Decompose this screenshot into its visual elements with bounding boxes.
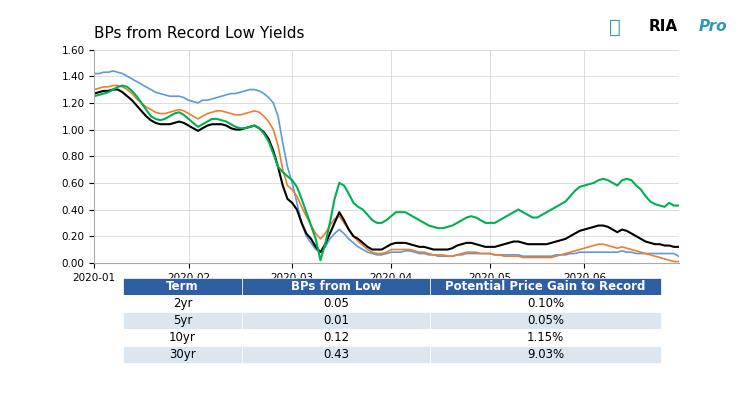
FancyBboxPatch shape — [124, 312, 242, 329]
FancyBboxPatch shape — [430, 278, 661, 295]
Text: ⛨: ⛨ — [608, 18, 621, 37]
Text: 0.05%: 0.05% — [527, 314, 564, 327]
Text: Term: Term — [167, 280, 199, 293]
Text: BPs from Low: BPs from Low — [291, 280, 381, 293]
FancyBboxPatch shape — [242, 346, 430, 363]
FancyBboxPatch shape — [430, 312, 661, 329]
FancyBboxPatch shape — [430, 295, 661, 312]
FancyBboxPatch shape — [124, 346, 242, 363]
Text: 5yr: 5yr — [173, 314, 192, 327]
Text: 0.05: 0.05 — [323, 297, 349, 310]
Text: 30yr: 30yr — [169, 348, 196, 361]
FancyBboxPatch shape — [242, 312, 430, 329]
FancyBboxPatch shape — [124, 329, 242, 346]
Text: RIA: RIA — [649, 19, 678, 33]
Text: 0.12: 0.12 — [323, 331, 349, 344]
Legend: 2yr, 5yr, 10yr, 30yr: 2yr, 5yr, 10yr, 30yr — [266, 294, 507, 313]
Text: Potential Price Gain to Record: Potential Price Gain to Record — [446, 280, 645, 293]
Text: 2yr: 2yr — [173, 297, 192, 310]
Text: 1.15%: 1.15% — [527, 331, 564, 344]
Text: Pro: Pro — [698, 19, 727, 33]
Text: 0.10%: 0.10% — [527, 297, 564, 310]
FancyBboxPatch shape — [124, 278, 242, 295]
FancyBboxPatch shape — [124, 295, 242, 312]
FancyBboxPatch shape — [430, 329, 661, 346]
FancyBboxPatch shape — [242, 329, 430, 346]
Text: 0.43: 0.43 — [323, 348, 349, 361]
FancyBboxPatch shape — [242, 278, 430, 295]
Text: 10yr: 10yr — [169, 331, 196, 344]
Text: 0.01: 0.01 — [323, 314, 349, 327]
Text: BPs from Record Low Yields: BPs from Record Low Yields — [94, 26, 305, 41]
FancyBboxPatch shape — [430, 346, 661, 363]
Text: 9.03%: 9.03% — [527, 348, 564, 361]
FancyBboxPatch shape — [242, 295, 430, 312]
